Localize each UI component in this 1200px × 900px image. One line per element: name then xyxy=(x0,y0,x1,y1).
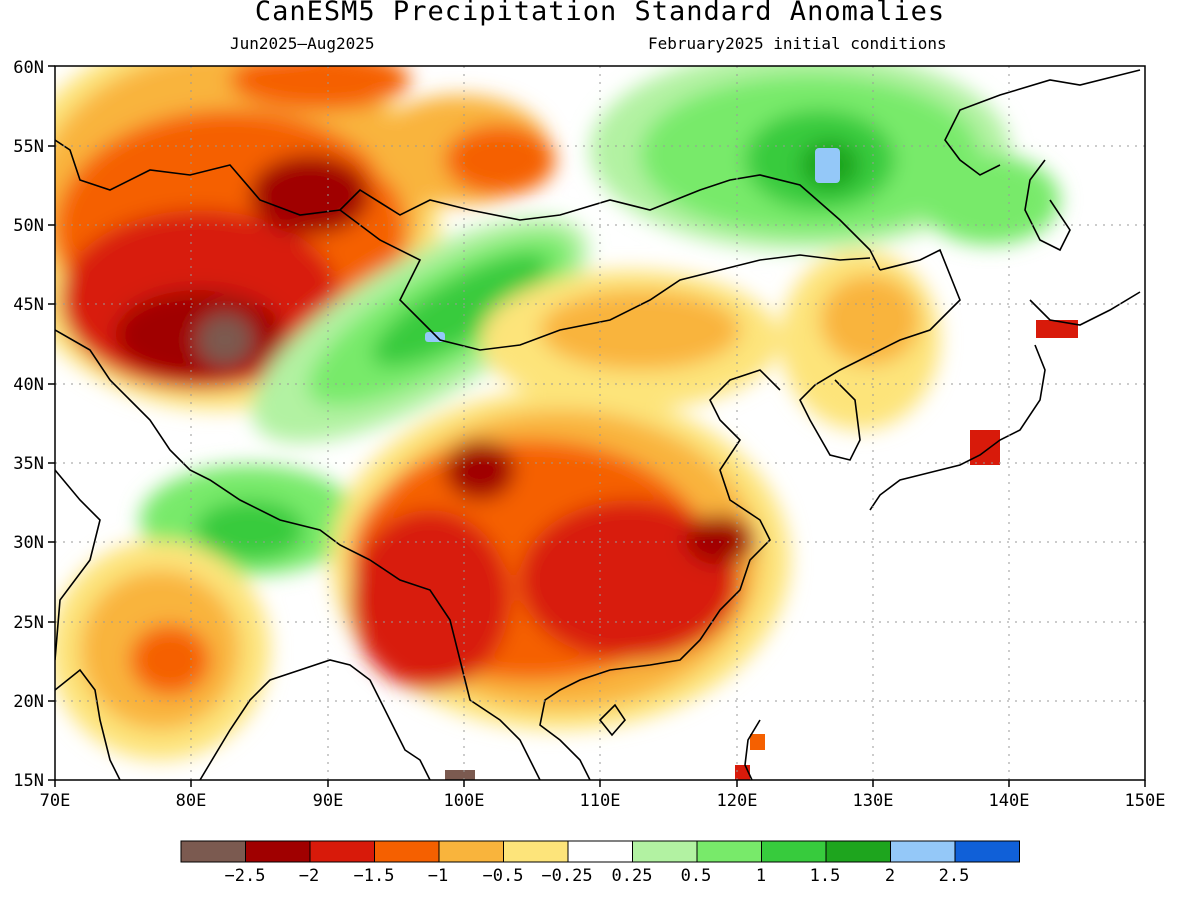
grid xyxy=(55,66,1145,780)
colorbar xyxy=(180,840,1020,863)
lon-tick: 130E xyxy=(853,791,894,811)
lon-tick: 100E xyxy=(444,791,485,811)
colorbar-swatch xyxy=(245,840,311,863)
lat-tick: 30N xyxy=(13,533,44,553)
initial-conditions: February2025 initial conditions xyxy=(648,34,947,53)
anomaly-field xyxy=(55,66,1145,780)
lat-tick: 20N xyxy=(13,692,44,712)
colorbar-label: 1.5 xyxy=(810,866,841,886)
colorbar-swatch xyxy=(954,840,1020,863)
lon-tick: 90E xyxy=(313,791,344,811)
map-title: CanESM5 Precipitation Standard Anomalies xyxy=(254,0,946,27)
lon-tick: 70E xyxy=(40,791,71,811)
colorbar-swatch xyxy=(374,840,440,863)
lat-tick: 15N xyxy=(13,771,44,791)
lat-tick: 40N xyxy=(13,375,44,395)
colorbar-swatch xyxy=(761,840,827,863)
colorbar-label: 2.5 xyxy=(939,866,970,886)
lat-tick: 55N xyxy=(13,137,44,157)
colorbar-swatch xyxy=(825,840,891,863)
colorbar-swatch xyxy=(567,840,633,863)
colorbar-label: −2.5 xyxy=(225,866,266,886)
colorbar-swatch xyxy=(890,840,956,863)
colorbar-label: −2 xyxy=(299,866,319,886)
lat-tick: 25N xyxy=(13,613,44,633)
lon-tick: 120E xyxy=(717,791,758,811)
colorbar-swatch xyxy=(696,840,762,863)
lon-tick: 110E xyxy=(580,791,621,811)
lon-tick: 80E xyxy=(176,791,207,811)
colorbar-label: 1 xyxy=(756,866,766,886)
colorbar-label: −0.5 xyxy=(483,866,524,886)
colorbar-label: −1.5 xyxy=(354,866,395,886)
lat-tick: 60N xyxy=(13,58,44,78)
colorbar-swatch xyxy=(632,840,698,863)
colorbar-label: 2 xyxy=(885,866,895,886)
colorbar-swatch xyxy=(438,840,504,863)
colorbar-label: 0.5 xyxy=(681,866,712,886)
forecast-period: Jun2025–Aug2025 xyxy=(230,34,375,53)
lat-tick: 35N xyxy=(13,454,44,474)
colorbar-swatch xyxy=(180,840,246,863)
lon-tick: 140E xyxy=(989,791,1030,811)
colorbar-label: −0.25 xyxy=(541,866,592,886)
coastlines xyxy=(55,69,1141,780)
colorbar-swatch xyxy=(309,840,375,863)
lon-tick: 150E xyxy=(1125,791,1166,811)
colorbar-label: 0.25 xyxy=(612,866,653,886)
colorbar-swatch xyxy=(503,840,569,863)
colorbar-label: −1 xyxy=(428,866,448,886)
lat-tick: 50N xyxy=(13,216,44,236)
lat-tick: 45N xyxy=(13,295,44,315)
